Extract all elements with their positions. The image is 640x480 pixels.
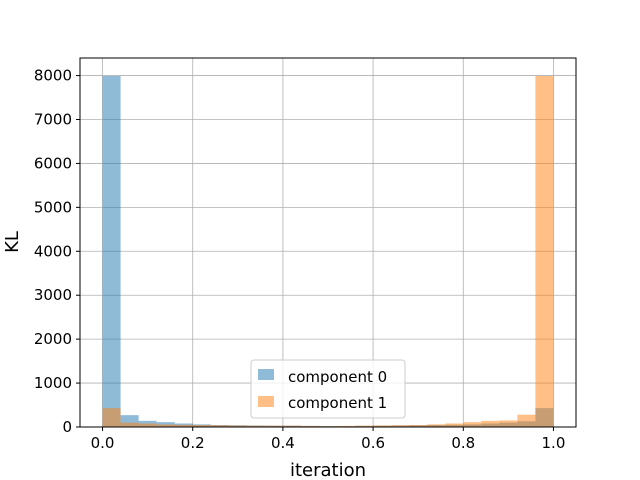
y-tick-label: 5000 bbox=[34, 198, 72, 216]
bar-series-1-bin-18 bbox=[427, 424, 446, 427]
grid bbox=[80, 58, 576, 428]
bar-series-1-bin-14 bbox=[355, 425, 374, 427]
bar-series-1-bin-10 bbox=[282, 425, 301, 427]
y-tick-label: 3000 bbox=[34, 286, 72, 304]
bar-series-1-bin-0 bbox=[102, 408, 121, 427]
bar-series-1-bin-6 bbox=[210, 425, 229, 427]
bar-series-1-bin-9 bbox=[264, 425, 283, 427]
bar-series-1-bin-19 bbox=[445, 423, 464, 427]
bar-series-0-bin-0 bbox=[102, 76, 121, 427]
bar-series-1-bin-17 bbox=[409, 425, 428, 427]
legend-label-component-0: component 0 bbox=[288, 368, 387, 386]
y-tick-label: 4000 bbox=[34, 242, 72, 260]
bar-series-1-bin-11 bbox=[300, 425, 319, 427]
bar-series-1-bin-22 bbox=[499, 420, 518, 427]
bar-series-1-bin-1 bbox=[120, 422, 139, 427]
x-tick-label: 0.0 bbox=[91, 434, 115, 452]
legend-label-component-1: component 1 bbox=[288, 394, 387, 412]
x-tick-label: 0.4 bbox=[271, 434, 295, 452]
bar-series-1-bin-24 bbox=[535, 76, 554, 427]
y-tick-label: 2000 bbox=[34, 330, 72, 348]
y-axis-label: KL bbox=[2, 231, 23, 253]
bar-series-1-bin-15 bbox=[373, 425, 392, 427]
y-tick-label: 6000 bbox=[34, 154, 72, 172]
bar-series-1-bin-20 bbox=[463, 422, 482, 427]
bar-series-1-bin-5 bbox=[192, 425, 211, 427]
x-tick-label: 1.0 bbox=[542, 434, 566, 452]
ticks: 0.0 0.2 0.4 0.6 0.8 1.0 0 1000 2000 3000 4000 5000 6… bbox=[34, 67, 566, 452]
y-tick-label: 8000 bbox=[34, 67, 72, 85]
x-tick-label: 0.2 bbox=[181, 434, 205, 452]
x-tick-label: 0.6 bbox=[361, 434, 385, 452]
y-tick-label: 7000 bbox=[34, 111, 72, 129]
bar-series-1-bin-23 bbox=[517, 414, 536, 427]
bar-series-1-bin-4 bbox=[174, 424, 193, 427]
bar-series-1-bin-2 bbox=[138, 423, 157, 427]
x-tick-label: 0.8 bbox=[451, 434, 475, 452]
legend-box bbox=[250, 359, 406, 419]
legend-swatch-component-1 bbox=[258, 396, 274, 407]
bar-series-1-bin-21 bbox=[481, 420, 500, 427]
x-axis-label: iteration bbox=[290, 460, 366, 480]
legend-swatch-component-0 bbox=[258, 369, 274, 380]
bar-series-1-bin-7 bbox=[228, 425, 247, 427]
bars bbox=[102, 76, 554, 427]
bar-series-0-bin-1 bbox=[120, 415, 139, 427]
bar-series-1-bin-8 bbox=[246, 425, 265, 427]
y-tick-label: 1000 bbox=[34, 374, 72, 392]
bar-series-1-bin-3 bbox=[156, 424, 175, 427]
y-tick-label: 0 bbox=[62, 418, 72, 436]
axes-frame bbox=[79, 57, 577, 428]
bar-series-1-bin-16 bbox=[391, 425, 410, 427]
legend: component 0 component 1 bbox=[250, 359, 406, 419]
bar-series-1-bin-13 bbox=[337, 425, 356, 427]
